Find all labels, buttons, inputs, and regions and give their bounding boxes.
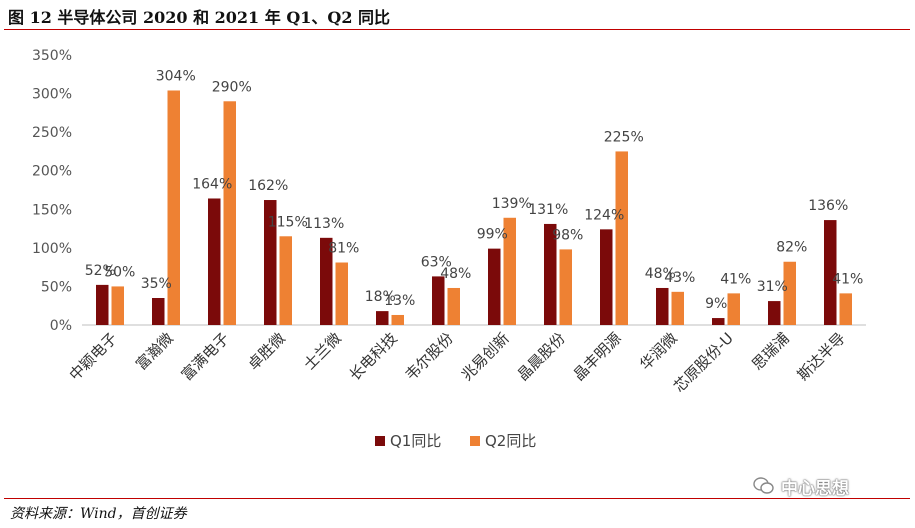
- bar-q2: [447, 287, 460, 325]
- data-label-q1: 113%: [304, 216, 344, 232]
- legend-item-q1-label: Q1同比: [390, 432, 441, 450]
- y-tick-label: 350%: [32, 48, 72, 64]
- category-label: 士兰微: [300, 329, 345, 374]
- watermark-text: 中心思想: [781, 478, 849, 499]
- category-label: 中颖电子: [66, 329, 121, 384]
- data-label-q2: 225%: [604, 129, 644, 145]
- bar-q2: [727, 293, 740, 325]
- bars: [96, 90, 852, 326]
- bottom-rule: [4, 498, 910, 499]
- legend-item-q2-label: Q2同比: [485, 432, 536, 450]
- data-label-q2: 41%: [720, 271, 751, 287]
- data-label-q2: 81%: [328, 241, 359, 257]
- bar-q1: [96, 284, 109, 325]
- data-label-q1: 164%: [192, 176, 232, 192]
- legend: Q1同比 Q2同比: [375, 432, 536, 450]
- data-label-q1: 9%: [705, 296, 727, 312]
- bar-q1: [656, 287, 669, 325]
- category-label: 富瀚微: [132, 329, 177, 374]
- y-tick-label: 100%: [32, 241, 72, 257]
- bar-q1: [376, 311, 389, 325]
- y-tick-label: 250%: [32, 125, 72, 141]
- bar-q1: [600, 229, 613, 325]
- category-label: 富满电子: [178, 329, 233, 384]
- bar-q2: [783, 261, 796, 325]
- bar-q1: [320, 237, 333, 325]
- data-label-q1: 63%: [421, 254, 452, 270]
- category-label: 兆易创新: [458, 329, 513, 384]
- bar-q1: [152, 298, 165, 325]
- bar-q2: [391, 314, 404, 325]
- data-label-q1: 99%: [477, 227, 508, 243]
- data-labels: 52%50%35%304%164%290%162%115%113%81%18%1…: [85, 68, 864, 312]
- category-label: 晶晨股份: [514, 329, 569, 384]
- data-label-q1: 18%: [365, 289, 396, 305]
- category-label: 思瑞浦: [748, 329, 793, 374]
- y-tick-label: 300%: [32, 87, 72, 103]
- data-label-q1: 136%: [808, 198, 848, 214]
- data-label-q1: 124%: [584, 207, 624, 223]
- category-label: 华润微: [636, 329, 681, 374]
- bar-q2: [615, 151, 628, 325]
- bar-q2: [559, 249, 572, 325]
- bar-q2: [223, 101, 236, 326]
- data-label-q1: 48%: [645, 266, 676, 282]
- legend-item-q1-swatch: [375, 436, 385, 446]
- top-rule: [4, 29, 910, 30]
- watermark: 中心思想: [753, 474, 849, 499]
- bar-q2: [671, 291, 684, 325]
- y-tick-label: 50%: [41, 279, 72, 295]
- data-label-q2: 41%: [832, 271, 863, 287]
- bar-q2: [167, 90, 180, 325]
- bar-q1: [432, 276, 445, 325]
- data-label-q2: 13%: [384, 293, 415, 309]
- data-label-q2: 139%: [492, 196, 532, 212]
- data-label-q1: 162%: [248, 178, 288, 194]
- data-label-q2: 290%: [212, 79, 252, 95]
- y-tick-label: 150%: [32, 202, 72, 218]
- bar-q2: [503, 217, 516, 325]
- data-label-q2: 98%: [552, 227, 583, 243]
- category-label: 晶丰明源: [570, 329, 625, 384]
- bar-q1: [712, 318, 725, 325]
- category-label: 卓胜微: [244, 329, 289, 374]
- data-label-q2: 48%: [440, 266, 471, 282]
- bar-q1: [824, 220, 837, 325]
- figure-title: 图 12 半导体公司 2020 和 2021 年 Q1、Q2 同比: [8, 8, 391, 27]
- bar-q2: [111, 286, 124, 325]
- legend-item-q2-swatch: [470, 436, 480, 446]
- data-label-q1: 31%: [757, 279, 788, 295]
- wechat-icon: [753, 477, 774, 494]
- data-label-q2: 50%: [104, 264, 135, 280]
- bar-q2: [279, 236, 292, 325]
- data-label-q1: 35%: [141, 276, 172, 292]
- data-label-q2: 304%: [156, 68, 196, 84]
- bar-q1: [544, 223, 557, 325]
- category-label: 长电科技: [346, 329, 401, 384]
- data-label-q2: 115%: [268, 214, 308, 230]
- bar-q1: [768, 301, 781, 325]
- category-label: 韦尔股份: [402, 329, 457, 384]
- category-label: 芯原股份-U: [670, 329, 737, 396]
- data-label-q1: 131%: [528, 202, 568, 218]
- category-label: 斯达半导: [794, 329, 849, 384]
- category-labels: 中颖电子 富瀚微 富满电子 卓胜微 士兰微 长电科技 韦尔股份 兆易创新 晶晨股份 晶丰明源 华润微…: [66, 329, 849, 396]
- bar-q1: [208, 198, 221, 325]
- bar-q1: [488, 248, 501, 325]
- y-tick-label: 200%: [32, 164, 72, 180]
- bar-q2: [335, 262, 348, 325]
- bar-q1: [264, 200, 277, 325]
- source-note: 资料来源：Wind，首创证券: [10, 506, 187, 522]
- bar-q2: [839, 293, 852, 325]
- data-label-q2: 82%: [776, 240, 807, 256]
- data-label-q2: 43%: [664, 270, 695, 286]
- data-label-q1: 52%: [85, 263, 116, 279]
- bar-chart: 0%50%100%150%200%250%300%350% 52%50%35%3…: [32, 48, 866, 450]
- y-tick-label: 0%: [50, 318, 72, 334]
